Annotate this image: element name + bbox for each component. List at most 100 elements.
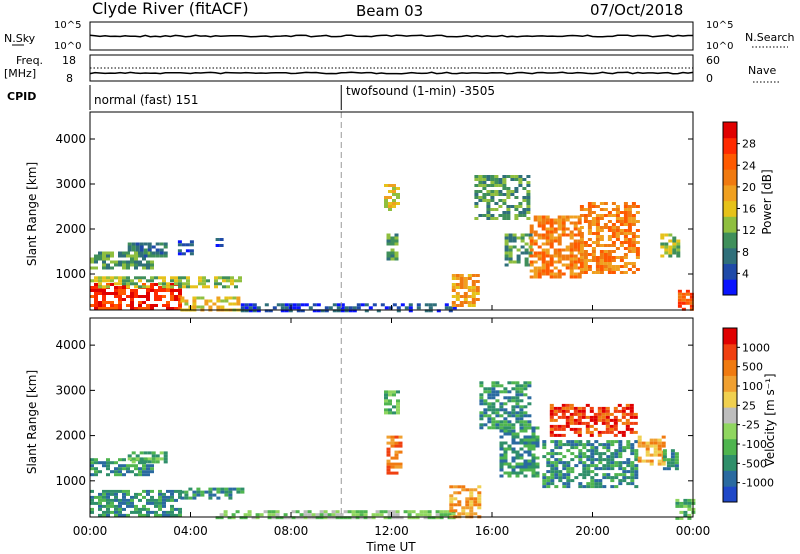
heatmap-cell bbox=[146, 492, 150, 496]
heatmap-cell bbox=[566, 464, 571, 468]
heatmap-cell bbox=[194, 285, 198, 289]
heatmap-cell bbox=[106, 307, 110, 310]
heatmap-cell bbox=[561, 409, 566, 413]
colorbar-swatch bbox=[723, 454, 737, 471]
heatmap-cell bbox=[147, 245, 152, 249]
heatmap-cell bbox=[98, 301, 102, 304]
heatmap-cell bbox=[593, 421, 598, 425]
heatmap-cell bbox=[130, 289, 134, 292]
heatmap-cell bbox=[569, 230, 574, 234]
heatmap-cell bbox=[631, 244, 636, 247]
heatmap-cell bbox=[215, 516, 220, 520]
heatmap-cell bbox=[629, 412, 634, 416]
heatmap-cell bbox=[453, 509, 458, 513]
heatmap-cell bbox=[146, 510, 150, 514]
heatmap-cell bbox=[296, 303, 301, 307]
heatmap-cell bbox=[593, 418, 598, 422]
heatmap-cell bbox=[587, 205, 592, 208]
heatmap-cell bbox=[336, 306, 341, 310]
heatmap-cell bbox=[679, 501, 684, 505]
heatmap-cell bbox=[510, 193, 515, 196]
heatmap-cell bbox=[319, 513, 324, 517]
heatmap-cell bbox=[573, 418, 578, 422]
heatmap-cell bbox=[637, 444, 642, 448]
heatmap-cell bbox=[388, 390, 392, 394]
heatmap-cell bbox=[569, 236, 574, 240]
heatmap-cell bbox=[546, 461, 551, 465]
heatmap-cell bbox=[541, 221, 546, 225]
heatmap-cell bbox=[162, 504, 166, 508]
heatmap-cell bbox=[598, 479, 603, 483]
heatmap-cell bbox=[222, 279, 226, 283]
heatmap-cell bbox=[587, 220, 592, 223]
heatmap-cell bbox=[520, 233, 525, 237]
heatmap-cell bbox=[529, 275, 534, 279]
heatmap-cell bbox=[219, 244, 224, 247]
heatmap-cell bbox=[685, 292, 690, 296]
heatmap-cell bbox=[527, 396, 532, 400]
heatmap-cell bbox=[618, 464, 623, 468]
heatmap-cell bbox=[275, 513, 280, 517]
heatmap-cell bbox=[557, 221, 562, 225]
heatmap-cell bbox=[114, 289, 118, 292]
heatmap-cell bbox=[435, 513, 440, 517]
heatmap-cell bbox=[482, 193, 487, 196]
heatmap-cell bbox=[142, 470, 146, 474]
heatmap-cell bbox=[507, 444, 512, 448]
heatmap-cell bbox=[155, 254, 160, 258]
heatmap-cell bbox=[514, 217, 519, 220]
heatmap-cell bbox=[102, 263, 106, 267]
heatmap-cell bbox=[533, 266, 538, 270]
heatmap-cell bbox=[668, 248, 673, 252]
heatmap-cell bbox=[159, 451, 164, 455]
colorbar-swatch bbox=[723, 328, 737, 345]
heatmap-cell bbox=[90, 495, 94, 499]
heatmap-cell bbox=[599, 229, 604, 232]
heatmap-cell bbox=[208, 493, 213, 497]
heatmap-cell bbox=[583, 268, 588, 271]
heatmap-cell bbox=[614, 476, 619, 480]
heatmap-cell bbox=[135, 457, 140, 461]
heatmap-cell bbox=[634, 485, 639, 489]
heatmap-cell bbox=[490, 190, 495, 193]
heatmap-cell bbox=[451, 295, 456, 298]
heatmap-cell bbox=[114, 286, 118, 289]
heatmap-cell bbox=[455, 292, 460, 295]
heatmap-cell bbox=[622, 461, 627, 465]
heatmap-cell bbox=[142, 283, 146, 286]
heatmap-cell bbox=[499, 423, 504, 427]
heatmap-cell bbox=[504, 248, 509, 252]
heatmap-cell bbox=[597, 430, 602, 434]
heatmap-cell bbox=[586, 443, 591, 447]
heatmap-cell bbox=[511, 399, 516, 403]
heatmap-cell bbox=[170, 285, 174, 289]
heatmap-cell bbox=[130, 295, 134, 298]
heatmap-cell bbox=[453, 497, 458, 501]
heatmap-cell bbox=[240, 490, 245, 494]
heatmap-cell bbox=[529, 230, 534, 234]
heatmap-cell bbox=[159, 254, 164, 258]
heatmap-cell bbox=[126, 279, 130, 283]
heatmap-cell bbox=[359, 516, 364, 520]
heatmap-cell bbox=[581, 412, 586, 416]
heatmap-cell bbox=[178, 492, 182, 496]
heatmap-cell bbox=[192, 305, 197, 309]
heatmap-cell bbox=[110, 276, 114, 280]
heatmap-cell bbox=[162, 295, 166, 298]
heatmap-cell bbox=[668, 251, 673, 255]
heatmap-cell bbox=[228, 487, 233, 491]
heatmap-cell bbox=[170, 298, 174, 301]
heatmap-cell bbox=[518, 178, 523, 181]
colorbar-swatch bbox=[723, 200, 737, 217]
heatmap-cell bbox=[618, 467, 623, 471]
heatmap-cell bbox=[506, 214, 511, 217]
heatmap-cell bbox=[523, 381, 528, 385]
heatmap-cell bbox=[526, 202, 531, 205]
heatmap-cell bbox=[212, 493, 217, 497]
heatmap-cell bbox=[557, 433, 562, 437]
heatmap-cell bbox=[590, 452, 595, 456]
heatmap-cell bbox=[601, 409, 606, 413]
heatmap-cell bbox=[102, 510, 106, 514]
heatmap-cell bbox=[511, 441, 516, 445]
heatmap-cell bbox=[146, 298, 150, 301]
